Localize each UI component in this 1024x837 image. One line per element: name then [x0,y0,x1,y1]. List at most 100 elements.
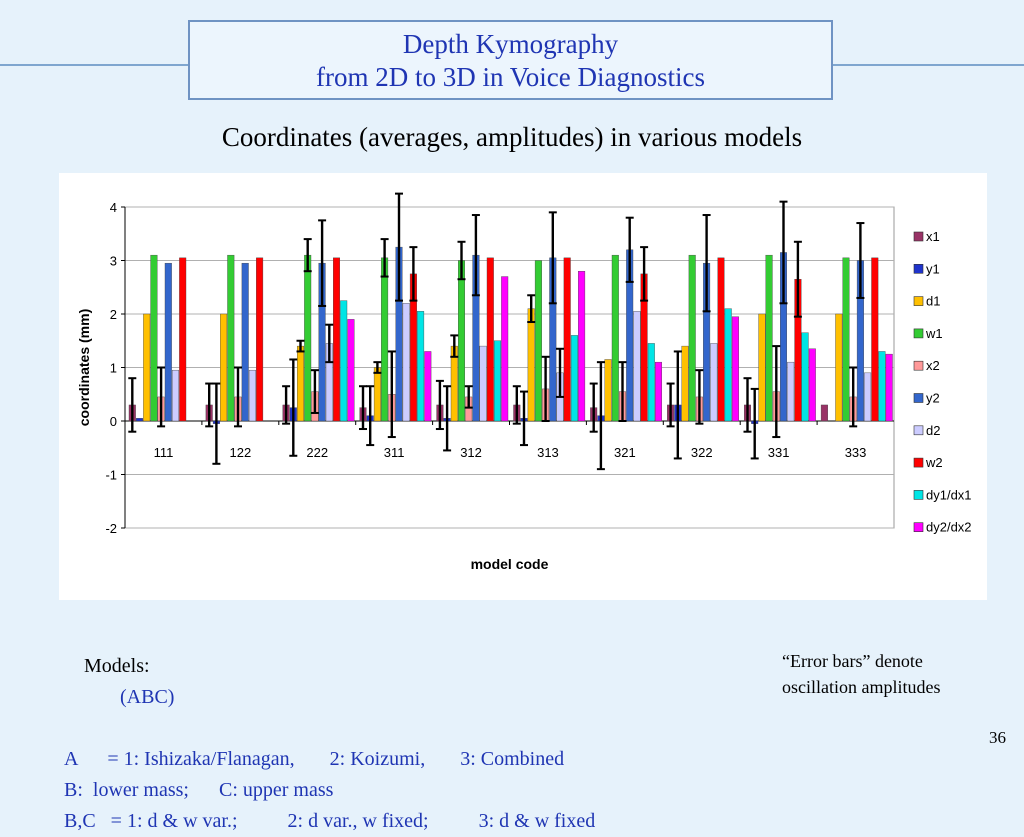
bar [731,316,739,422]
bar [710,343,718,422]
legend-swatch [913,264,924,274]
bar [296,345,304,422]
bar [820,404,828,422]
bar [171,369,179,422]
bar [578,270,586,422]
models-code: (ABC) [120,686,175,708]
chart-panel: 4 3 2 1 0 -1 -2 111 122 222 311 312 313 321 322 331 333 c… [59,173,987,600]
bar [150,254,158,422]
bar [340,300,348,422]
bar [681,345,689,422]
x-axis-title: model code [471,556,549,572]
models-legend: Models: (ABC) A = 1: Ishizaka/Flanagan, … [64,620,595,837]
bar [758,313,766,422]
bar [570,335,578,422]
x-tick-label: 122 [229,445,251,460]
bar [486,257,494,422]
x-tick-label: 313 [537,445,559,460]
bar [801,332,809,422]
title-box: Depth Kymography from 2D to 3D in Voice … [188,20,833,100]
bar [878,351,886,422]
bar [424,351,432,422]
bar [717,257,725,422]
bar [304,254,312,422]
bar [373,367,381,422]
x-tick-label: 333 [845,445,867,460]
bar [179,257,187,422]
bar [611,254,619,422]
slide-subtitle: Coordinates (averages, amplitudes) in va… [221,122,803,152]
bar [633,311,641,422]
y-tick-label: 2 [110,307,117,322]
bar [534,260,542,422]
bar [143,313,151,422]
legend-swatch [913,457,924,468]
legend-label: x2 [926,358,940,373]
bar [501,276,509,422]
y-tick-label: -1 [105,468,117,483]
bar [864,372,872,422]
x-tick-label: 312 [460,445,482,460]
legend-label: w1 [925,326,943,341]
legend-swatch [913,360,924,371]
models-line-a: A = 1: Ishizaka/Flanagan, 2: Koizumi, 3:… [64,748,565,770]
y-tick-label: 4 [110,200,117,215]
models-line-bc: B,C = 1: d & w var.; 2: d var., w fixed;… [64,810,596,832]
bar [402,303,410,422]
x-tick-label: 321 [614,445,636,460]
x-tick-label: 322 [691,445,713,460]
y-tick-label: 0 [110,414,117,429]
bar [164,262,172,422]
note-line-2: oscillation amplitudes [782,677,941,697]
legend-label: dy2/dx2 [926,520,972,535]
legend-label: d1 [926,294,940,309]
legend-swatch [913,393,924,403]
models-label: Models: [84,655,150,677]
bar [494,340,502,422]
x-tick-label: 222 [306,445,328,460]
bar [563,257,571,422]
bar [256,257,264,422]
y-axis-title: coordinates (mm) [76,309,92,426]
legend-label: y1 [926,261,940,276]
bar [417,311,425,422]
bar [227,254,235,422]
bar [458,260,466,422]
legend-swatch [913,425,924,436]
x-tick-label: 111 [154,445,174,460]
x-tick-label: 331 [768,445,790,460]
bar [527,308,535,422]
legend-label: y2 [926,391,940,406]
note-line-1: “Error bars” denote [782,651,923,671]
bar [604,359,612,422]
bar [688,254,696,422]
bar [241,262,249,422]
bar [220,313,228,422]
bar [871,257,879,422]
bar [765,254,773,422]
x-tick-label: 311 [384,445,405,460]
bar [479,345,487,422]
bar [885,353,893,422]
title-line-2: from 2D to 3D in Voice Diagnostics [316,62,705,92]
legend-swatch [913,490,924,500]
legend-swatch [913,296,924,306]
bar [655,361,663,422]
y-tick-label: 1 [110,361,117,376]
legend-swatch [913,522,924,533]
header-rule-right [833,64,1024,66]
bar [347,319,355,422]
bar [835,313,843,422]
title-line-1: Depth Kymography [402,29,619,59]
bar [381,257,389,422]
bar [842,257,850,422]
legend-label: d2 [926,423,940,438]
bar [724,308,732,422]
legend-label: w2 [925,455,943,470]
bar [787,361,795,422]
slide-number: 36 [989,728,1006,747]
legend-label: x1 [926,229,940,244]
legend-swatch [913,328,924,339]
header-rule-left [0,64,188,66]
